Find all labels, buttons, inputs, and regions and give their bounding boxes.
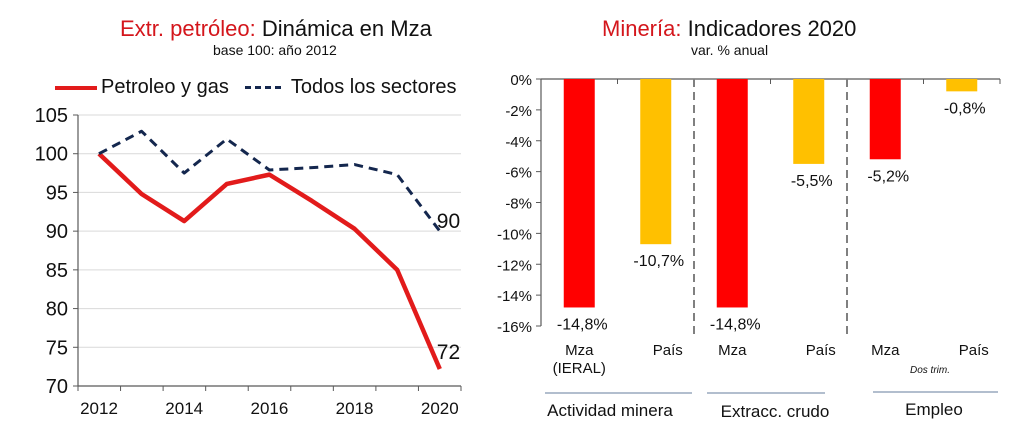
bar-y-tick-label: -16%: [497, 319, 532, 336]
bar-y-tick-label: -14%: [497, 288, 532, 305]
bar-category-label: Mza: [565, 342, 594, 359]
bar-data-label: -10,7%: [633, 253, 684, 270]
bar-data-label: -14,8%: [710, 316, 761, 333]
group-label-1: Extracc. crudo: [720, 402, 830, 421]
group-label-0: Actividad minera: [547, 401, 673, 420]
bar-category-label: País: [653, 342, 683, 359]
right-title-rest: Indicadores 2020: [681, 16, 857, 41]
bar-data-label: -5,5%: [791, 173, 833, 190]
bar-category-label: País: [959, 342, 989, 359]
bar-data-label: -0,8%: [944, 100, 986, 117]
left-chart-title: Extr. petróleo: Dinámica en Mza: [120, 16, 432, 42]
x-tick-label: 2018: [336, 399, 374, 418]
employment-note: Dos trim.: [910, 365, 950, 376]
bar-category-label: Mza: [871, 342, 900, 359]
end-label-series-1: 90: [437, 210, 460, 233]
y-tick-label: 105: [35, 105, 68, 127]
y-tick-label: 95: [46, 182, 68, 204]
y-tick-label: 85: [46, 260, 68, 282]
end-label-series-0: 72: [437, 341, 460, 364]
y-tick-label: 90: [46, 221, 68, 243]
bar-y-tick-label: 0%: [510, 72, 532, 89]
bar-category-label: (IERAL): [553, 360, 606, 377]
y-tick-label: 70: [46, 376, 68, 398]
bar-4: [869, 79, 901, 160]
x-tick-label: 2016: [250, 399, 288, 418]
x-tick-label: 2014: [165, 399, 203, 418]
series-line-todos-los-sectores: [98, 129, 441, 233]
bar-2: [716, 79, 748, 308]
bar-data-label: -14,8%: [557, 316, 608, 333]
y-tick-label: 100: [35, 144, 68, 166]
bar-y-tick-label: -8%: [505, 196, 532, 213]
bar-1: [640, 79, 672, 245]
right-chart-title: Minería: Indicadores 2020: [602, 16, 856, 42]
bar-3: [793, 79, 825, 164]
bar-y-tick-label: -12%: [497, 257, 532, 274]
series-line-petroleo-y-gas: [97, 152, 442, 370]
bar-category-label: País: [806, 342, 836, 359]
x-tick-label: 2020: [421, 399, 459, 418]
legend-swatch-dashed: [244, 86, 281, 89]
legend-swatch-solid: [55, 85, 97, 90]
bar-data-label: -5,2%: [867, 168, 909, 185]
group-label-2: Empleo: [905, 400, 963, 419]
bar-category-label: Mza: [718, 342, 747, 359]
bar-y-tick-label: -10%: [497, 226, 532, 243]
bar-y-tick-label: -4%: [505, 134, 532, 151]
bar-y-tick-label: -2%: [505, 103, 532, 120]
x-tick-label: 2012: [80, 399, 118, 418]
bar-y-tick-label: -6%: [505, 165, 532, 182]
y-tick-label: 80: [46, 299, 68, 321]
right-chart-subtitle: var. % anual: [691, 42, 769, 58]
left-title-rest: Dinámica en Mza: [255, 16, 432, 41]
left-chart-subtitle: base 100: año 2012: [213, 42, 337, 58]
legend-label-series-1: Todos los sectores: [290, 76, 457, 98]
left-chart-legend: Petroleo y gas Todos los sectores: [55, 76, 457, 99]
bar-5: [946, 79, 978, 92]
right-title-highlight: Minería:: [602, 16, 682, 41]
legend-label-series-0: Petroleo y gas: [101, 76, 229, 98]
bar-0: [563, 79, 595, 308]
y-tick-label: 75: [46, 337, 68, 359]
left-title-highlight: Extr. petróleo:: [120, 16, 256, 41]
